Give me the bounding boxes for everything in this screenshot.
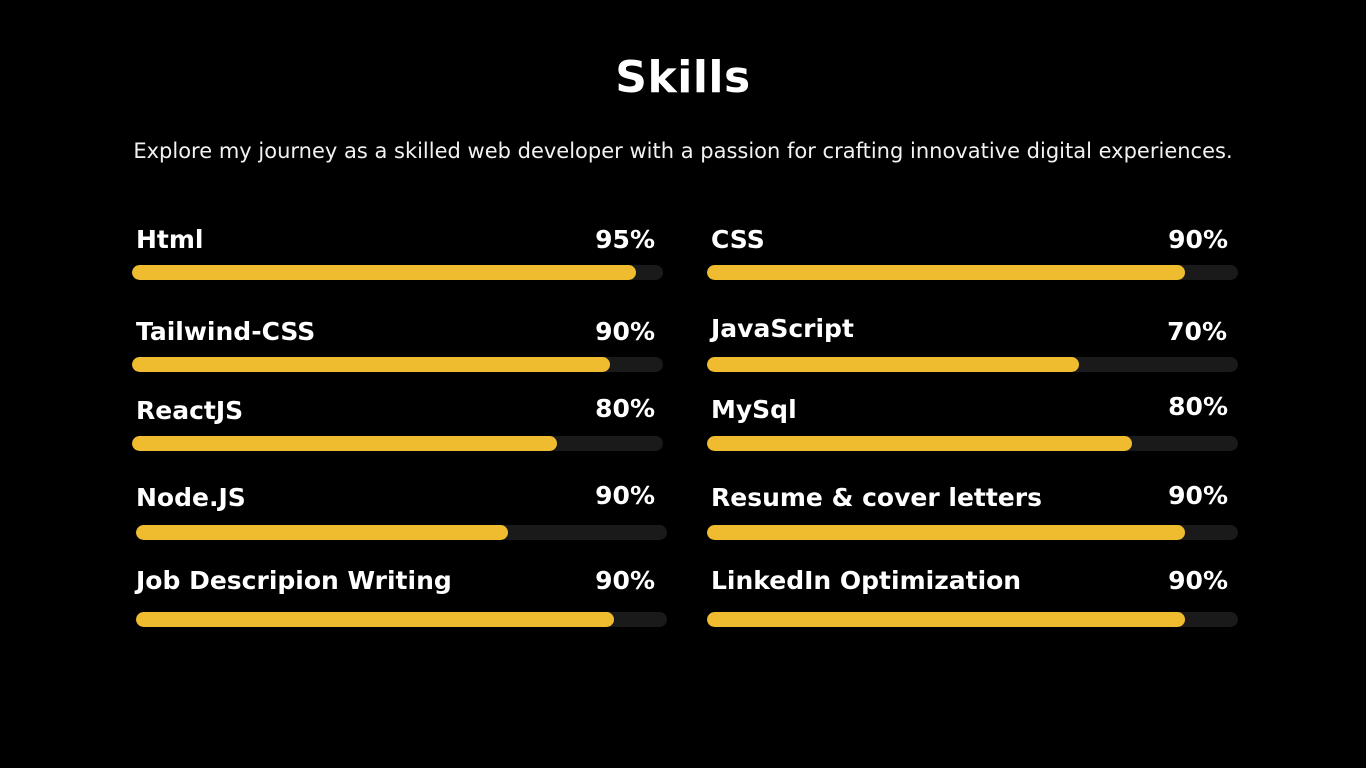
progress-bar xyxy=(136,612,667,627)
progress-fill xyxy=(707,436,1132,451)
progress-bar xyxy=(707,357,1238,372)
skill-css: CSS 90% xyxy=(707,224,1238,284)
skill-percent: 90% xyxy=(595,481,655,510)
skill-percent: 90% xyxy=(1168,481,1228,510)
skill-percent: 90% xyxy=(1168,566,1228,595)
progress-bar xyxy=(707,265,1238,280)
skill-percent: 90% xyxy=(1168,225,1228,254)
progress-bar xyxy=(136,525,667,540)
skill-percent: 70% xyxy=(1167,317,1227,346)
skill-percent: 80% xyxy=(595,394,655,423)
page-subtitle: Explore my journey as a skilled web deve… xyxy=(133,139,1233,163)
skill-resume-cover-letters: Resume & cover letters 90% xyxy=(707,481,1238,542)
skill-name: Tailwind-CSS xyxy=(136,317,316,346)
skill-reactjs: ReactJS 80% xyxy=(132,394,663,455)
progress-bar xyxy=(132,265,663,280)
skill-job-description-writing: Job Descripion Writing 90% xyxy=(136,565,667,629)
skill-javascript: JavaScript 70% xyxy=(707,313,1238,376)
progress-fill xyxy=(132,357,610,372)
progress-fill xyxy=(707,265,1185,280)
page-title: Skills xyxy=(615,52,751,103)
skill-html: Html 95% xyxy=(132,224,663,284)
progress-bar xyxy=(707,612,1238,627)
skill-percent: 90% xyxy=(595,566,655,595)
progress-fill xyxy=(707,612,1185,627)
skill-percent: 95% xyxy=(595,225,655,254)
skill-name: Html xyxy=(136,225,204,254)
progress-fill xyxy=(707,357,1079,372)
skill-percent: 90% xyxy=(595,317,655,346)
progress-fill xyxy=(136,525,508,540)
skill-name: MySql xyxy=(711,395,797,424)
skill-name: Resume & cover letters xyxy=(711,483,1042,512)
progress-fill xyxy=(136,612,614,627)
progress-bar xyxy=(132,357,663,372)
progress-fill xyxy=(132,265,637,280)
skill-percent: 80% xyxy=(1168,392,1228,421)
skill-tailwind-css: Tailwind-CSS 90% xyxy=(132,316,663,376)
progress-bar xyxy=(132,436,663,451)
skill-name: ReactJS xyxy=(136,396,244,425)
progress-bar xyxy=(707,525,1238,540)
skill-name: JavaScript xyxy=(711,314,854,343)
skill-linkedin-optimization: LinkedIn Optimization 90% xyxy=(707,565,1238,629)
skill-name: Job Descripion Writing xyxy=(136,566,452,595)
skill-mysql: MySql 80% xyxy=(707,392,1238,455)
progress-fill xyxy=(707,525,1185,540)
skill-name: Node.JS xyxy=(136,483,246,512)
skill-nodejs: Node.JS 90% xyxy=(136,481,667,542)
progress-bar xyxy=(707,436,1238,451)
skill-name: CSS xyxy=(711,225,765,254)
progress-fill xyxy=(132,436,557,451)
skill-name: LinkedIn Optimization xyxy=(711,566,1022,595)
